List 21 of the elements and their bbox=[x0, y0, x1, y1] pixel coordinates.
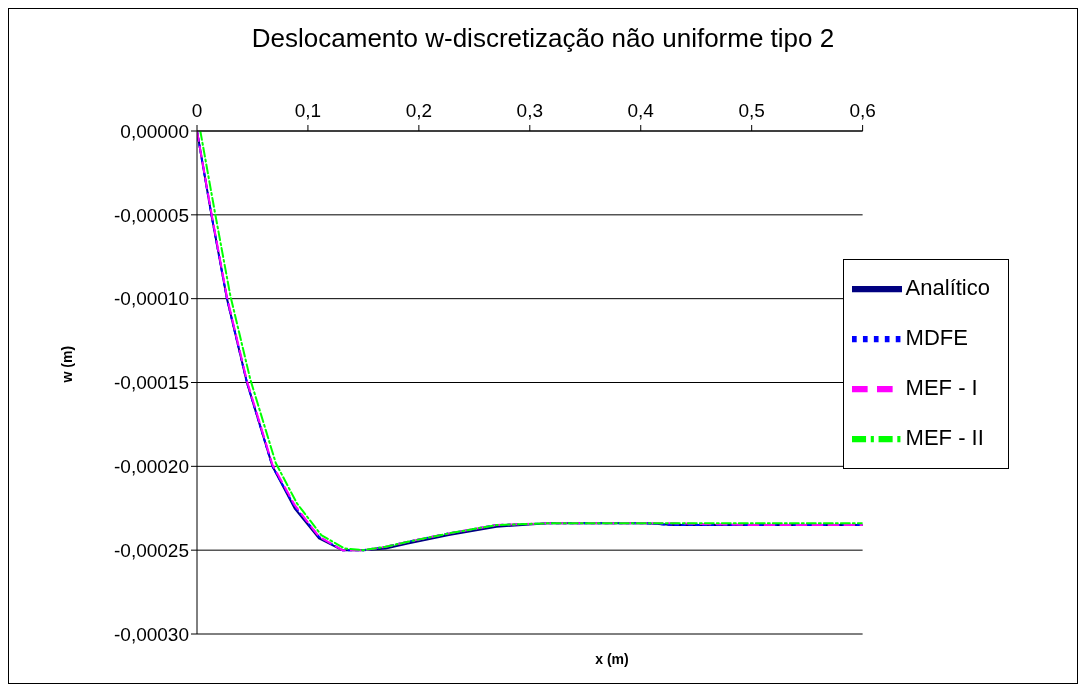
legend-label: Analítico bbox=[905, 274, 990, 300]
legend-label: MEF - II bbox=[905, 424, 984, 450]
x-tick-label: 0,3 bbox=[516, 100, 544, 121]
y-tick-label: 0,00000 bbox=[120, 120, 189, 142]
y-tick-label: -0,00025 bbox=[113, 539, 189, 561]
x-tick-label: 0,1 bbox=[294, 100, 322, 121]
x-tick-label: 0,4 bbox=[627, 100, 655, 121]
x-tick-label: 0,2 bbox=[405, 100, 433, 121]
chart-title: Deslocamento w-discretização não uniforme tipo 2 bbox=[250, 23, 836, 54]
x-tick-label: 0,5 bbox=[738, 100, 765, 121]
y-tick-label: -0,00020 bbox=[113, 456, 189, 478]
y-tick-label: -0,00005 bbox=[113, 204, 189, 226]
y-tick-label: -0,00010 bbox=[113, 288, 189, 310]
y-tick-label: -0,00015 bbox=[113, 372, 189, 394]
x-tick-label: 0 bbox=[191, 100, 203, 121]
y-tick-label: -0,00030 bbox=[113, 623, 189, 645]
y-axis-title: w (m) bbox=[58, 345, 75, 384]
x-axis-title: x (m) bbox=[594, 651, 630, 667]
legend-label: MDFE bbox=[905, 324, 968, 350]
x-tick-label: 0,6 bbox=[849, 100, 876, 121]
legend-label: MEF - I bbox=[905, 374, 978, 400]
